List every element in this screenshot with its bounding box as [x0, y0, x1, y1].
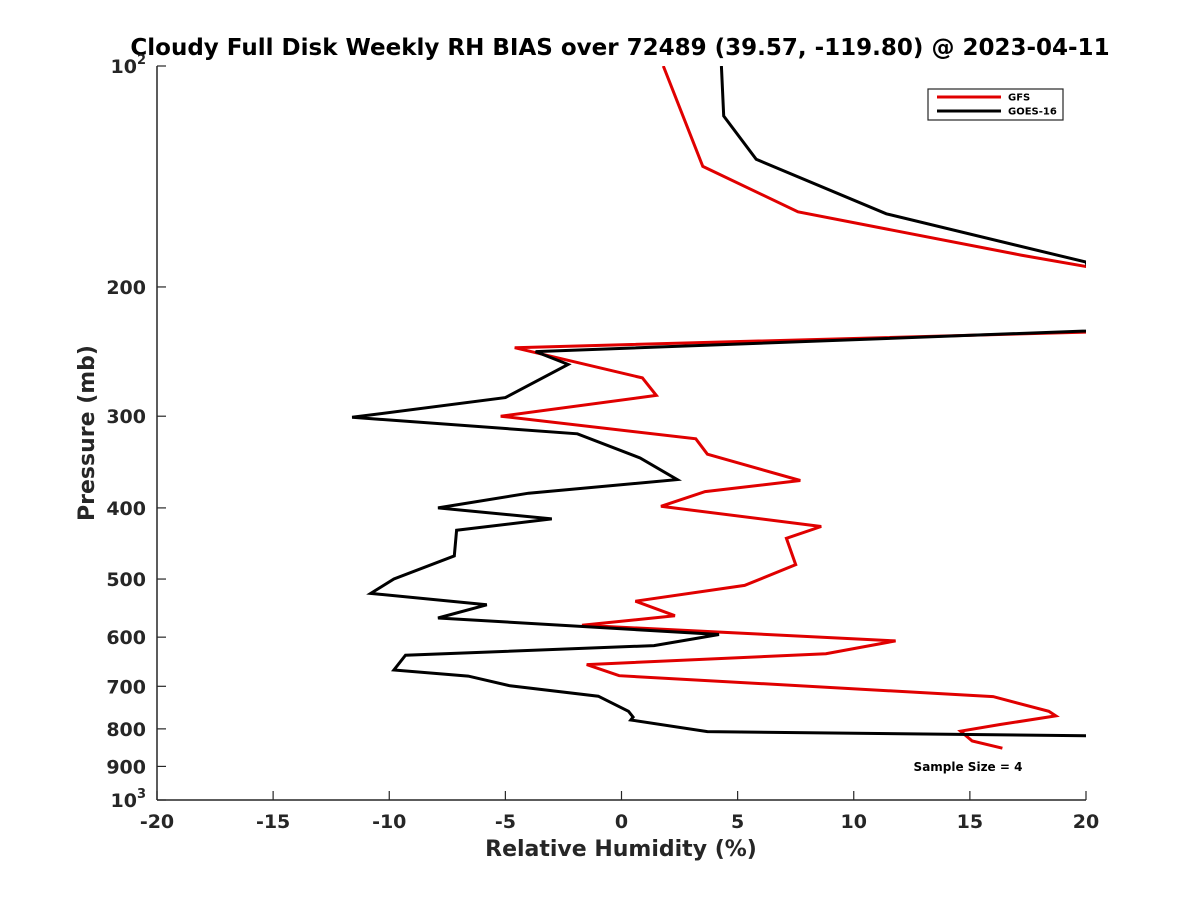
y-tick-label: 200	[106, 277, 146, 299]
y-tick-label: 103	[111, 787, 147, 812]
y-tick-label: 102	[111, 53, 147, 78]
y-axis-label: Pressure (mb)	[75, 345, 100, 521]
y-tick-label: 800	[106, 719, 146, 741]
legend-label: GOES-16	[1008, 107, 1057, 118]
legend: GFS GOES-16	[927, 88, 1064, 121]
x-axis-label: Relative Humidity (%)	[485, 837, 757, 862]
y-tick-label: 900	[106, 756, 146, 778]
x-tick-label: -20	[140, 811, 174, 833]
y-tick-label: 700	[106, 676, 146, 698]
legend-label: GFS	[1008, 93, 1030, 104]
legend-box	[927, 88, 1064, 121]
x-tick-label: 5	[731, 811, 744, 833]
chart-title: Cloudy Full Disk Weekly RH BIAS over 724…	[130, 35, 1109, 61]
x-tick-label: -15	[256, 811, 290, 833]
series-layer	[351, 66, 1086, 750]
series-line-goes-16	[351, 66, 1086, 738]
x-tick-label: 0	[615, 811, 628, 833]
sample-size-annotation: Sample Size = 4	[914, 760, 1023, 774]
series-line-gfs	[500, 66, 1086, 750]
x-tick-label: -10	[372, 811, 406, 833]
x-tick-label: 20	[1073, 811, 1099, 833]
y-tick-label: 600	[106, 627, 146, 649]
y-tick-label: 500	[106, 569, 146, 591]
y-tick-label: 400	[106, 498, 146, 520]
x-tick-label: 10	[841, 811, 867, 833]
x-tick-label: -5	[495, 811, 516, 833]
x-tick-label: 15	[957, 811, 983, 833]
axes-layer: -20 -15 -10 -5 0 5 10 15 20 102 200 300 400 500 600 700…	[106, 53, 1099, 833]
y-tick-label: 300	[106, 406, 146, 428]
